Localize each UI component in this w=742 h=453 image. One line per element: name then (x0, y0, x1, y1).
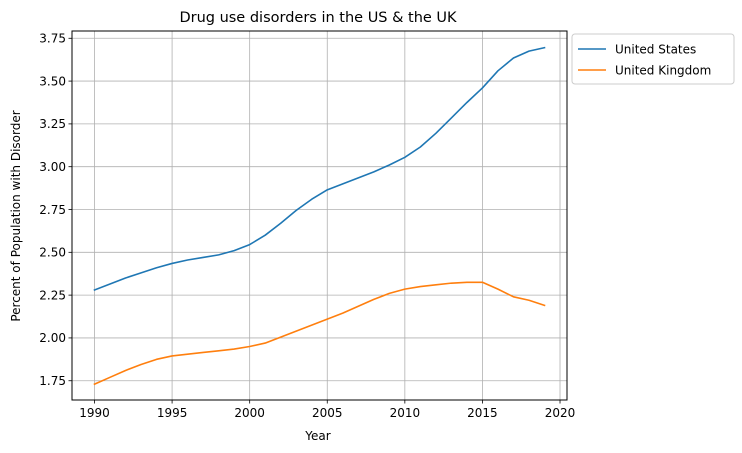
grid-layer (72, 31, 567, 400)
x-tick-label: 1995 (157, 406, 188, 420)
tick-layer: 1990 1995 2000 2005 2010 2015 2020 1.75 2.00 2.25… (39, 32, 575, 420)
legend-label: United States (615, 42, 696, 56)
y-tick-label: 2.25 (39, 288, 66, 302)
series-line-1 (93, 281, 546, 386)
y-tick-label: 3.25 (39, 117, 66, 131)
x-tick-label: 2010 (390, 406, 421, 420)
legend: United States United Kingdom (571, 33, 735, 85)
y-tick-label: 2.75 (39, 203, 66, 217)
x-tick-label: 2005 (312, 406, 343, 420)
y-tick-label: 3.50 (39, 74, 66, 88)
x-tick-label: 2020 (545, 406, 576, 420)
x-axis-label: Year (304, 429, 330, 443)
y-tick-label: 2.00 (39, 331, 66, 345)
y-tick-label: 3.00 (39, 160, 66, 174)
legend-box (571, 33, 735, 85)
chart-title: Drug use disorders in the US & the UK (179, 10, 457, 26)
series-layer (93, 46, 546, 386)
x-tick-label: 1990 (79, 406, 110, 420)
legend-label: United Kingdom (615, 63, 711, 77)
series-line-0 (93, 46, 546, 292)
y-tick-label: 2.50 (39, 246, 66, 260)
y-tick-label: 1.75 (39, 374, 66, 388)
plot-frame (71, 30, 568, 401)
y-axis-label: Percent of Population with Disorder (9, 110, 23, 321)
x-tick-label: 2000 (234, 406, 265, 420)
x-tick-label: 2015 (467, 406, 498, 420)
y-tick-label: 3.75 (39, 32, 66, 46)
